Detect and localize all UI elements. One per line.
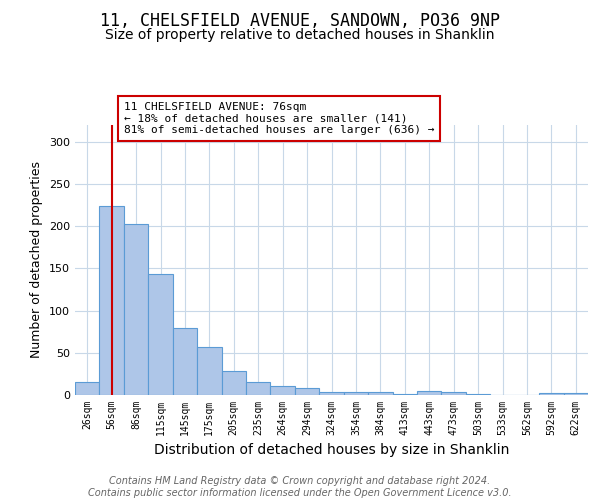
Bar <box>197 347 221 395</box>
Bar <box>466 394 490 395</box>
Bar <box>100 206 124 395</box>
Text: 11 CHELSFIELD AVENUE: 76sqm
← 18% of detached houses are smaller (141)
81% of se: 11 CHELSFIELD AVENUE: 76sqm ← 18% of det… <box>124 102 434 135</box>
Bar <box>271 386 295 395</box>
Bar <box>539 394 563 395</box>
Bar <box>319 392 344 395</box>
Bar <box>368 392 392 395</box>
Text: 11, CHELSFIELD AVENUE, SANDOWN, PO36 9NP: 11, CHELSFIELD AVENUE, SANDOWN, PO36 9NP <box>100 12 500 30</box>
Bar <box>221 372 246 395</box>
Bar <box>392 394 417 395</box>
Y-axis label: Number of detached properties: Number of detached properties <box>31 162 43 358</box>
Bar <box>344 392 368 395</box>
Bar <box>75 382 100 395</box>
Bar <box>563 394 588 395</box>
Bar <box>417 391 442 395</box>
Text: Contains HM Land Registry data © Crown copyright and database right 2024.
Contai: Contains HM Land Registry data © Crown c… <box>88 476 512 498</box>
X-axis label: Distribution of detached houses by size in Shanklin: Distribution of detached houses by size … <box>154 444 509 458</box>
Bar <box>148 274 173 395</box>
Bar <box>173 328 197 395</box>
Bar <box>295 388 319 395</box>
Bar <box>442 392 466 395</box>
Bar <box>246 382 271 395</box>
Text: Size of property relative to detached houses in Shanklin: Size of property relative to detached ho… <box>105 28 495 42</box>
Bar <box>124 224 148 395</box>
